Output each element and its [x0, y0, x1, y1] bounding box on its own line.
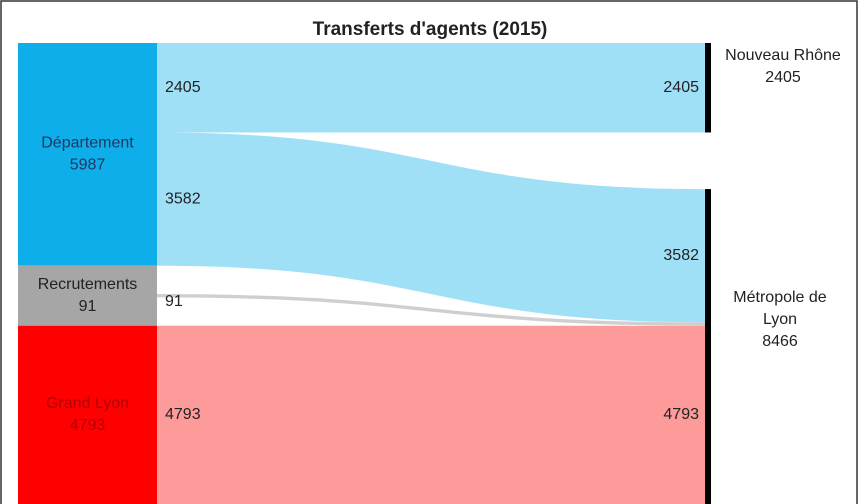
- link: [157, 132, 705, 323]
- node-value: 2405: [765, 69, 801, 86]
- link-label: 4793: [663, 406, 699, 423]
- node: [18, 265, 157, 326]
- link-label: 2405: [663, 79, 699, 96]
- node-label-box: Métropole de Lyon 8466: [725, 287, 835, 353]
- node-label: Nouveau Rhône: [725, 47, 841, 64]
- node: [18, 325, 157, 504]
- node-label: Grand Lyon: [46, 395, 129, 412]
- chart-title: Transferts d'agents (2015): [313, 19, 548, 40]
- link: [157, 294, 705, 326]
- node-value: 8466: [762, 333, 798, 351]
- node-label: Recrutements: [38, 276, 138, 293]
- node-value: 91: [79, 298, 97, 315]
- link: [157, 43, 705, 133]
- node-label: Département: [41, 135, 134, 152]
- node: [705, 43, 711, 133]
- node: [18, 43, 157, 266]
- link-label: 3582: [663, 247, 699, 264]
- node: [705, 189, 711, 504]
- link-label: 3582: [165, 190, 201, 207]
- node-label: Métropole de Lyon: [733, 289, 827, 329]
- node-value: 4793: [70, 417, 106, 434]
- link-label: 91: [165, 293, 183, 310]
- link-label: 4793: [165, 406, 201, 423]
- link-label: 2405: [165, 79, 201, 96]
- node-value: 5987: [70, 157, 106, 174]
- link: [157, 325, 705, 504]
- node-label-box: Nouveau Rhône 2405: [713, 45, 853, 89]
